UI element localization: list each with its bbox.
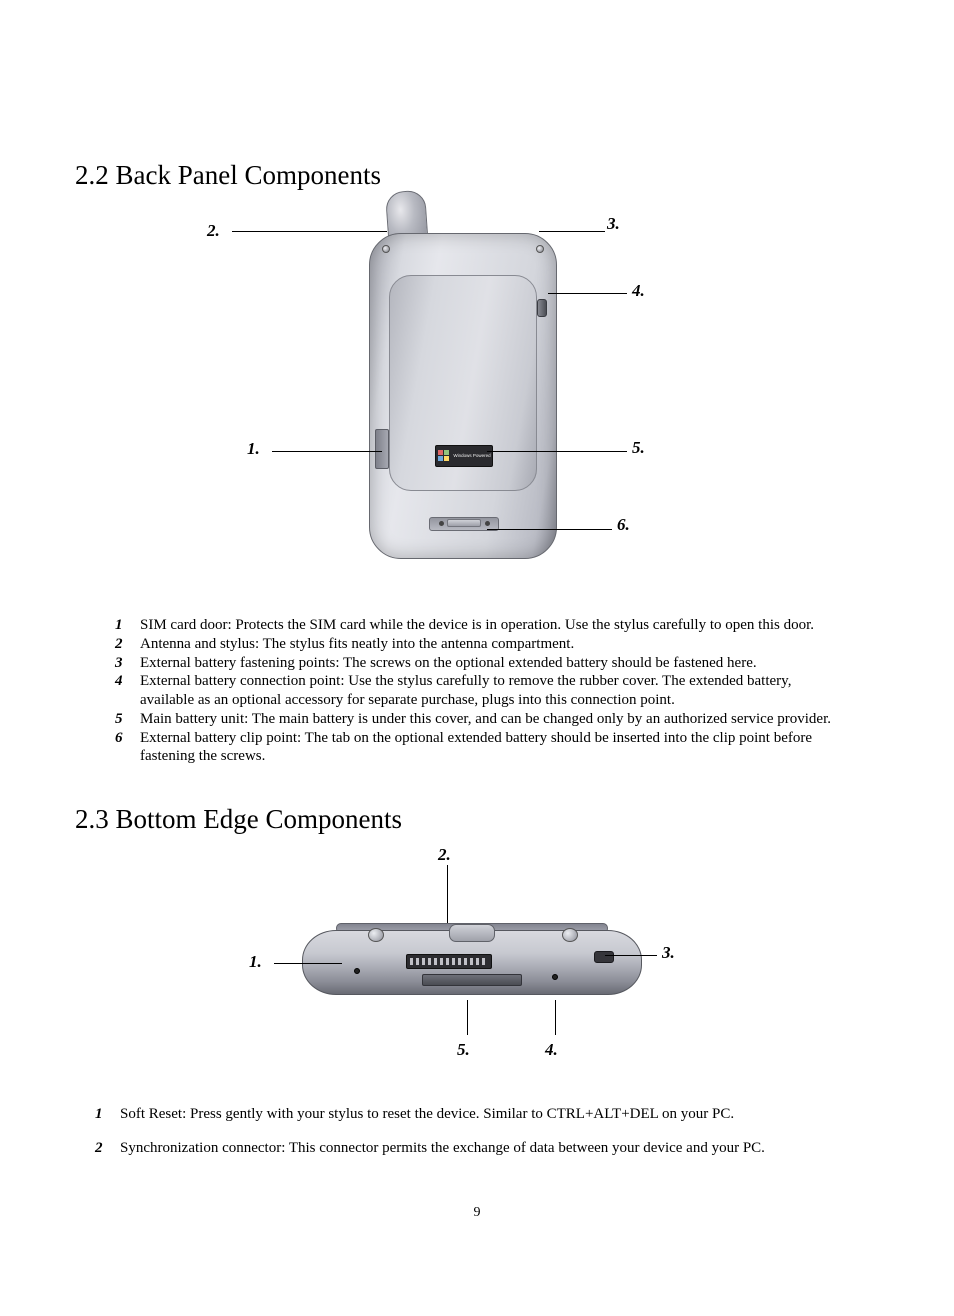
definition-text: External battery connection point: Use t… (140, 672, 844, 710)
windows-badge-icon: Windows Powered (435, 445, 493, 467)
callout-label: 5. (457, 1040, 470, 1060)
callout-line (605, 955, 657, 956)
callout-label: 2. (207, 221, 220, 241)
definitions-bottom-edge: 1Soft Reset: Press gently with your styl… (75, 1105, 879, 1158)
heading-bottom-edge: 2.3 Bottom Edge Components (75, 804, 879, 835)
definition-text: Antenna and stylus: The stylus fits neat… (140, 635, 844, 654)
definition-text: Main battery unit: The main battery is u… (140, 710, 844, 729)
section-number: 2.2 (75, 160, 109, 190)
callout-line (274, 963, 342, 964)
button-shape (562, 928, 578, 942)
definition-number: 4 (115, 672, 140, 691)
definition-text: Soft Reset: Press gently with your stylu… (120, 1105, 844, 1124)
screw-icon (536, 245, 544, 253)
callout-line (555, 1000, 556, 1035)
mic-hole-shape (552, 974, 558, 980)
callout-line (487, 529, 612, 530)
page-number: 9 (0, 1205, 954, 1221)
definition-number: 1 (115, 616, 140, 635)
sync-pins-shape (410, 958, 488, 965)
definition-row: 2Antenna and stylus: The stylus fits nea… (115, 635, 844, 654)
device-back-illustration: Windows Powered (367, 201, 559, 571)
definition-number: 5 (115, 710, 140, 729)
callout-line (232, 231, 387, 232)
callout-label: 5. (632, 438, 645, 458)
figure-back-panel: Windows Powered 2. 3. 4. 5. 6. 1. (77, 201, 877, 581)
screw-icon (485, 521, 490, 526)
definition-row: 3External battery fastening points: The … (115, 654, 844, 673)
definition-text: SIM card door: Protects the SIM card whi… (140, 616, 844, 635)
dpad-shape (449, 924, 495, 942)
definitions-back-panel: 1SIM card door: Protects the SIM card wh… (75, 616, 879, 766)
callout-label: 2. (438, 845, 451, 865)
definition-row: 5Main battery unit: The main battery is … (115, 710, 844, 729)
callout-label: 4. (632, 281, 645, 301)
ext-connector-shape (537, 299, 547, 317)
windows-badge-text: Windows Powered (453, 454, 490, 459)
definition-number: 1 (95, 1105, 120, 1124)
callout-line (539, 231, 605, 232)
screw-icon (439, 521, 444, 526)
callout-line (272, 451, 382, 452)
section-title: Bottom Edge Components (116, 804, 403, 834)
callout-label: 1. (249, 952, 262, 972)
definition-number: 2 (95, 1139, 120, 1158)
figure-bottom-edge: 2. 5. 4. 1. 3. (77, 845, 877, 1070)
sd-slot-shape (422, 974, 522, 986)
heading-back-panel: 2.2 Back Panel Components (75, 160, 879, 191)
section-title: Back Panel Components (116, 160, 381, 190)
callout-label: 3. (607, 214, 620, 234)
reset-hole-shape (354, 968, 360, 974)
definition-row: 4External battery connection point: Use … (115, 672, 844, 710)
callout-line (548, 293, 627, 294)
screw-icon (382, 245, 390, 253)
sim-door-shape (375, 429, 389, 469)
callout-line (487, 451, 627, 452)
definition-row: 6External battery clip point: The tab on… (115, 729, 844, 767)
callout-label: 4. (545, 1040, 558, 1060)
clip-inner-shape (447, 519, 481, 527)
definition-row: 1Soft Reset: Press gently with your styl… (95, 1105, 844, 1124)
definition-number: 2 (115, 635, 140, 654)
callout-label: 1. (247, 439, 260, 459)
ir-window-shape (594, 951, 614, 963)
definition-number: 3 (115, 654, 140, 673)
definition-number: 6 (115, 729, 140, 748)
definition-row: 2Synchronization connector: This connect… (95, 1139, 844, 1158)
callout-label: 6. (617, 515, 630, 535)
section-number: 2.3 (75, 804, 109, 834)
callout-line (467, 1000, 468, 1035)
definition-text: Synchronization connector: This connecto… (120, 1139, 844, 1158)
button-shape (368, 928, 384, 942)
definition-row: 1SIM card door: Protects the SIM card wh… (115, 616, 844, 635)
definition-text: External battery fastening points: The s… (140, 654, 844, 673)
callout-line (447, 865, 448, 923)
definition-text: External battery clip point: The tab on … (140, 729, 844, 767)
callout-label: 3. (662, 943, 675, 963)
